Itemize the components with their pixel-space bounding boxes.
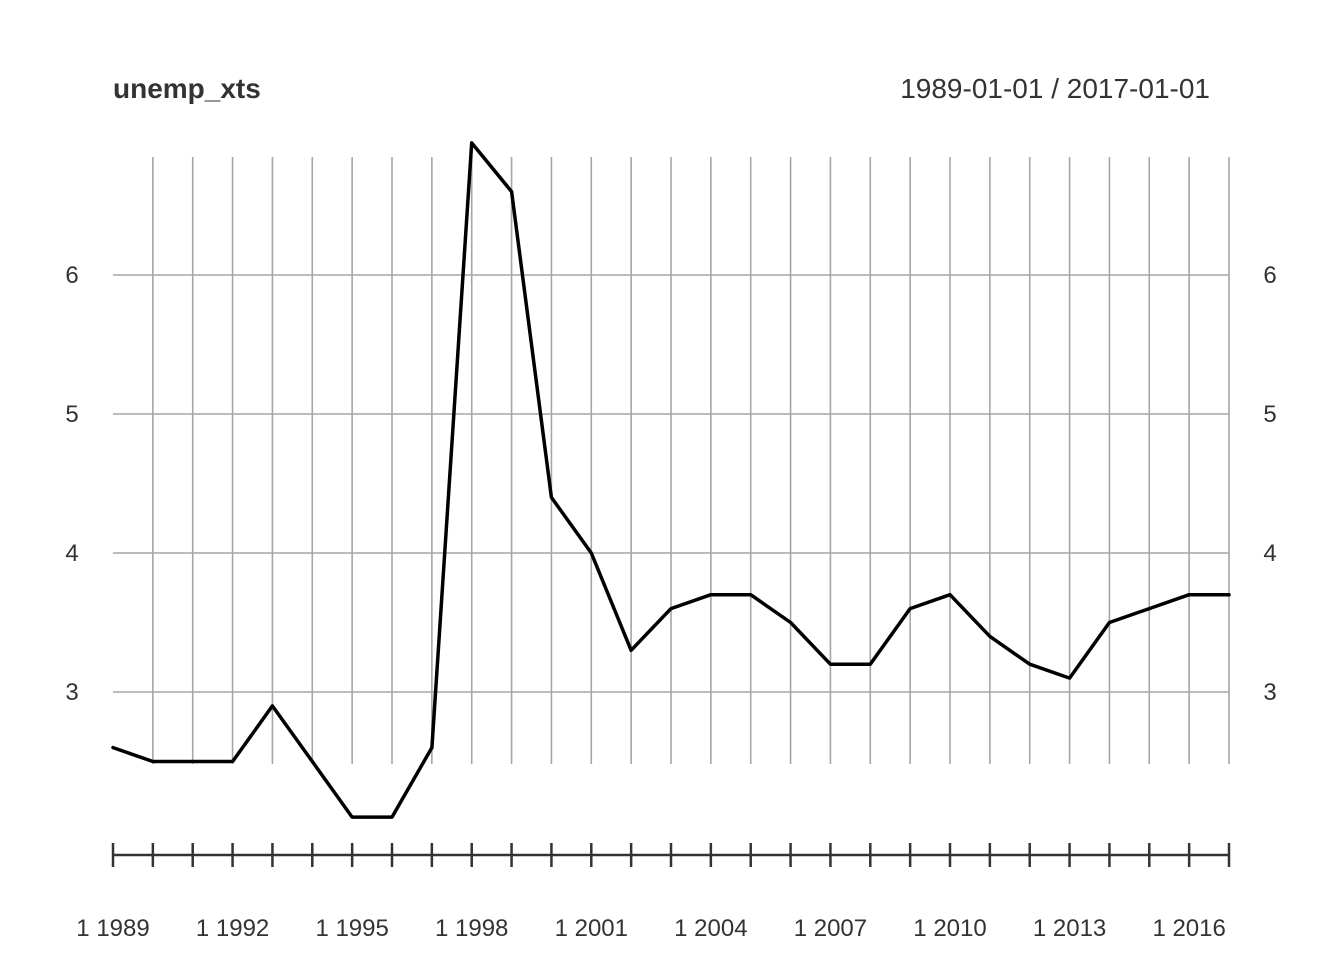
grid bbox=[113, 157, 1230, 764]
x-tick-label: 1 1998 bbox=[435, 915, 508, 942]
tick-labels: 3 3 4 4 5 5 6 6 1 1989 1 1992 1 1995 1 1998 1 2001 1 … bbox=[65, 262, 1276, 942]
x-tick-label: 1 2010 bbox=[913, 915, 986, 942]
y-tick-label-right: 3 bbox=[1263, 679, 1276, 706]
x-tick-label: 1 2004 bbox=[674, 915, 747, 942]
series bbox=[111, 141, 1231, 819]
y-tick-label-left: 3 bbox=[65, 679, 78, 706]
x-tick-label: 1 2001 bbox=[555, 915, 628, 942]
y-tick-label-left: 6 bbox=[65, 262, 78, 289]
y-tick-label-right: 6 bbox=[1263, 262, 1276, 289]
y-tick-label-right: 4 bbox=[1263, 540, 1276, 567]
x-tick-label: 1 2016 bbox=[1152, 915, 1225, 942]
x-tick-label: 1 1995 bbox=[315, 915, 388, 942]
chart-title: unemp_xts bbox=[113, 73, 261, 104]
y-tick-label-left: 4 bbox=[65, 540, 78, 567]
y-tick-label-left: 5 bbox=[65, 401, 78, 428]
x-axis bbox=[111, 843, 1231, 867]
y-tick-label-right: 5 bbox=[1263, 401, 1276, 428]
x-tick-label: 1 2007 bbox=[794, 915, 867, 942]
x-tick-label: 1 1989 bbox=[76, 915, 149, 942]
x-tick-label: 1 2013 bbox=[1033, 915, 1106, 942]
x-tick-label: 1 1992 bbox=[196, 915, 269, 942]
date-range-label: 1989-01-01 / 2017-01-01 bbox=[900, 73, 1210, 104]
